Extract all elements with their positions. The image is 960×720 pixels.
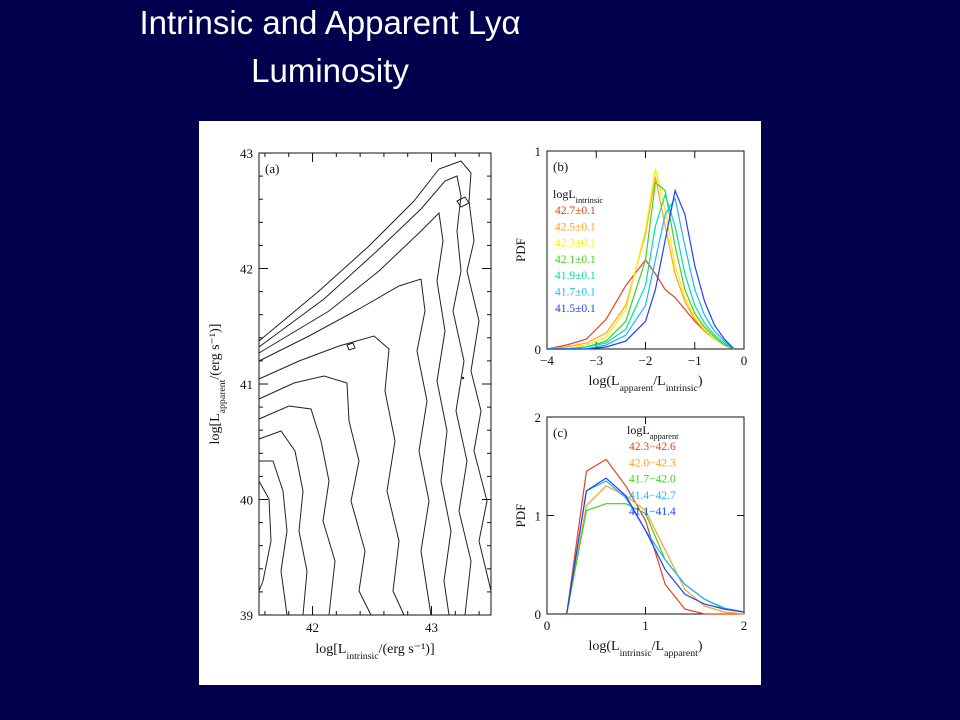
panel-c-xlabel: log(Lintrinsic/Lapparent) <box>588 639 702 659</box>
panel-b-legend-entry-2: 42.5±0.1 <box>555 221 596 233</box>
panel-a-xlabel: log[Lintrinsic/(erg s⁻¹)] <box>315 642 434 662</box>
contour-line-3 <box>258 211 452 616</box>
panel-c-ylabel: PDF <box>513 504 528 528</box>
panel-b-series-line-5 <box>547 192 735 350</box>
panel-a-ytick-label: 41 <box>240 377 253 392</box>
contour-island <box>346 342 356 351</box>
contour-line-10 <box>258 480 272 592</box>
panel-b-legend-title: logLintrinsic <box>553 187 603 205</box>
panel-a-label: (a) <box>265 161 279 176</box>
contour-line-4 <box>258 278 432 616</box>
figure-panel: 39 40 41 42 43 42 43 (a) log[Lintrinsic/(erg s⁻¹… <box>199 121 761 685</box>
panel-b-ytick-label: 0 <box>535 342 542 357</box>
contour-dot <box>461 376 465 380</box>
panel-a-ytick-label: 39 <box>240 608 253 623</box>
panel-c-ytick-label: 1 <box>535 509 542 524</box>
panel-c-xtick-label: 1 <box>642 618 649 633</box>
panel-c-series-line-5 <box>566 477 745 615</box>
panel-b-xtick-label: −4 <box>540 353 554 368</box>
panel-c-legend-entry-5: 41.1−41.4 <box>629 506 676 518</box>
panel-a-xtick-label: 42 <box>306 620 319 635</box>
panel-b-ylabel: PDF <box>513 238 528 262</box>
contour-line-7 <box>258 405 336 616</box>
panel-c-legend-title: logLapparent <box>627 423 679 441</box>
panel-b-series-line-3 <box>547 168 735 350</box>
contour-line-2 <box>258 175 472 616</box>
panel-b-legend-entry-3: 42.3±0.1 <box>555 238 596 250</box>
contour-island <box>456 196 470 208</box>
panel-b-legend-entry-1: 42.7±0.1 <box>555 205 596 217</box>
panel-c-series-line-2 <box>566 485 745 615</box>
panel-b-legend-entry-7: 41.5±0.1 <box>555 303 596 315</box>
figure-svg: 39 40 41 42 43 42 43 (a) log[Lintrinsic/(erg s⁻¹… <box>208 144 748 662</box>
contour-line-1 <box>258 160 492 592</box>
panel-a-ytick-label: 42 <box>240 262 253 277</box>
panel-a-ytick-label: 40 <box>240 493 253 508</box>
contour-line-6 <box>258 375 372 616</box>
slide-title-line2: Luminosity <box>251 52 409 89</box>
panel-c-legend-entry-2: 42.0−42.3 <box>629 457 676 469</box>
panel-b-legend-entry-5: 41.9±0.1 <box>555 270 596 282</box>
panel-a-frame <box>258 152 492 616</box>
panel-a-ytick-label: 43 <box>240 146 253 161</box>
panel-c-series-line-1 <box>566 458 744 615</box>
panel-b-xtick-label: 0 <box>741 353 748 368</box>
panel-b-legend-entry-4: 42.1±0.1 <box>555 254 596 266</box>
panel-b-xtick-label: −1 <box>688 353 702 368</box>
panel-c-xtick-label: 0 <box>544 618 551 633</box>
panel-c-label: (c) <box>553 425 567 440</box>
panel-b-series-line-4 <box>547 181 735 350</box>
panel-a-xtick-label: 43 <box>425 620 438 635</box>
panel-c-legend-entry-3: 41.7−42.0 <box>629 474 676 486</box>
panel-b-xtick-label: −2 <box>639 353 653 368</box>
panel-b-xtick-label: −3 <box>589 353 603 368</box>
slide-title-line1: Intrinsic and Apparent Lyα <box>139 4 521 41</box>
panel-b-legend-entry-6: 41.7±0.1 <box>555 287 596 299</box>
contour-line-8 <box>258 430 308 616</box>
panel-b-series-line-7 <box>547 188 735 350</box>
panel-c-ytick-label: 0 <box>535 607 542 622</box>
contour-line-9 <box>259 460 288 616</box>
panel-c-series-line-4 <box>566 480 745 615</box>
panel-b-label: (b) <box>553 159 568 174</box>
panel-c-legend-entry-1: 42.3−42.6 <box>629 441 676 453</box>
panel-b-ytick-label: 1 <box>535 144 542 159</box>
panel-a-ylabel: log[Lapparent/(erg s⁻¹)] <box>208 324 228 445</box>
panel-b-xlabel: log(Lapparent/Lintrinsic) <box>588 374 702 394</box>
panel-c-xtick-label: 2 <box>741 618 748 633</box>
panel-c-legend-entry-4: 41.4−42.7 <box>629 490 676 502</box>
panel-c-ytick-label: 2 <box>535 410 542 425</box>
panel-c-series-line-3 <box>566 503 745 615</box>
panel-b-series-line-6 <box>547 196 735 350</box>
contour-line-5 <box>258 335 405 616</box>
